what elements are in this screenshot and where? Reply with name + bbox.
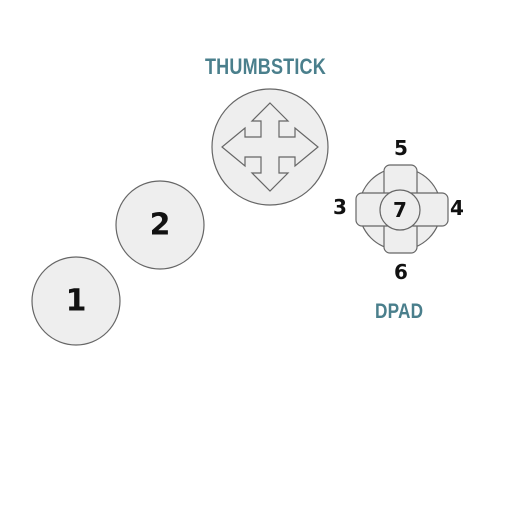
button-1-label: 1 <box>66 284 87 319</box>
dpad-right-label: 4 <box>450 196 464 220</box>
dpad-left-label: 3 <box>333 195 347 219</box>
dpad-up-label: 5 <box>394 136 408 160</box>
four-way-arrow-icon <box>221 102 319 192</box>
thumbstick-title: THUMBSTICK <box>205 54 326 79</box>
thumbstick[interactable] <box>211 88 329 206</box>
dpad: 7 5 6 3 4 <box>333 136 464 284</box>
dpad-down-label: 6 <box>394 260 408 284</box>
dpad-title: DPAD <box>375 300 424 323</box>
button-1[interactable]: 1 <box>31 256 121 346</box>
button-2-label: 2 <box>150 208 171 243</box>
dpad-center-button[interactable] <box>379 189 421 231</box>
dpad-center-label: 7 <box>393 198 407 222</box>
button-2[interactable]: 2 <box>115 180 205 270</box>
